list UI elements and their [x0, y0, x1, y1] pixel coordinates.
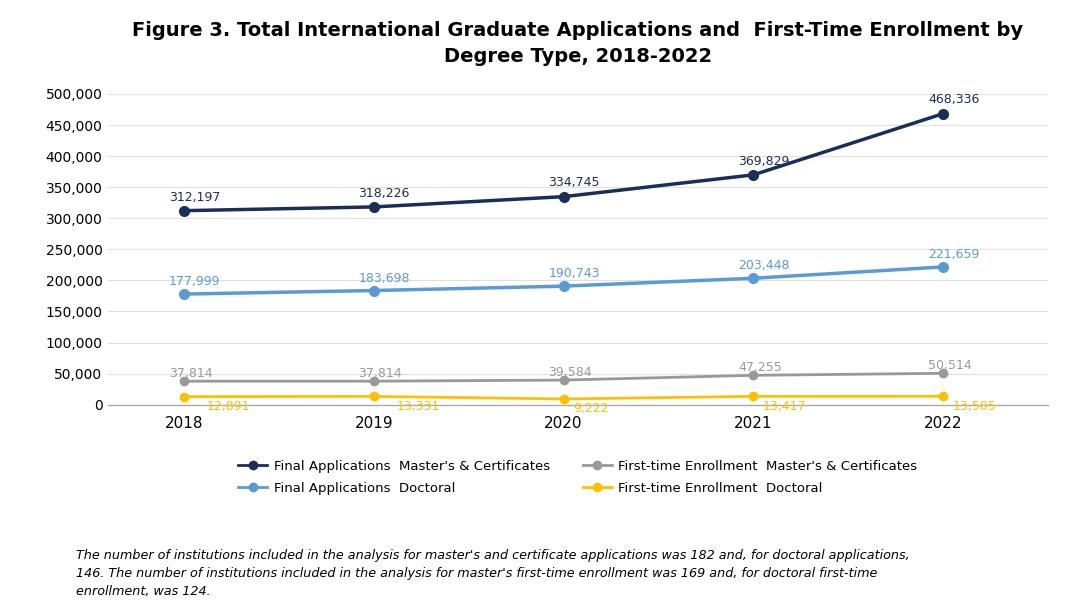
Text: 221,659: 221,659	[928, 248, 980, 261]
Text: 334,745: 334,745	[549, 176, 599, 190]
Text: 47,255: 47,255	[739, 361, 782, 374]
Text: 37,814: 37,814	[359, 367, 402, 381]
Title: Figure 3. Total International Graduate Applications and  First-Time Enrollment b: Figure 3. Total International Graduate A…	[132, 21, 1024, 66]
Text: The number of institutions included in the analysis for master's and certificate: The number of institutions included in t…	[76, 549, 909, 598]
Text: 39,584: 39,584	[549, 366, 592, 379]
Text: 13,585: 13,585	[953, 400, 997, 413]
Text: 37,814: 37,814	[168, 367, 213, 381]
Text: 203,448: 203,448	[739, 259, 789, 272]
Text: 183,698: 183,698	[359, 272, 410, 284]
Text: 12,891: 12,891	[206, 400, 251, 413]
Text: 13,331: 13,331	[396, 400, 440, 413]
Text: 468,336: 468,336	[928, 94, 980, 106]
Legend: Final Applications  Master's & Certificates, Final Applications  Doctoral, First: Final Applications Master's & Certificat…	[238, 460, 918, 495]
Text: 312,197: 312,197	[168, 190, 220, 204]
Text: 190,743: 190,743	[549, 267, 599, 280]
Text: 369,829: 369,829	[739, 155, 789, 168]
Text: 177,999: 177,999	[168, 275, 220, 288]
Text: 318,226: 318,226	[359, 187, 410, 200]
Text: 50,514: 50,514	[928, 359, 972, 372]
Text: 13,417: 13,417	[762, 400, 807, 413]
Text: 9,222: 9,222	[573, 402, 608, 416]
